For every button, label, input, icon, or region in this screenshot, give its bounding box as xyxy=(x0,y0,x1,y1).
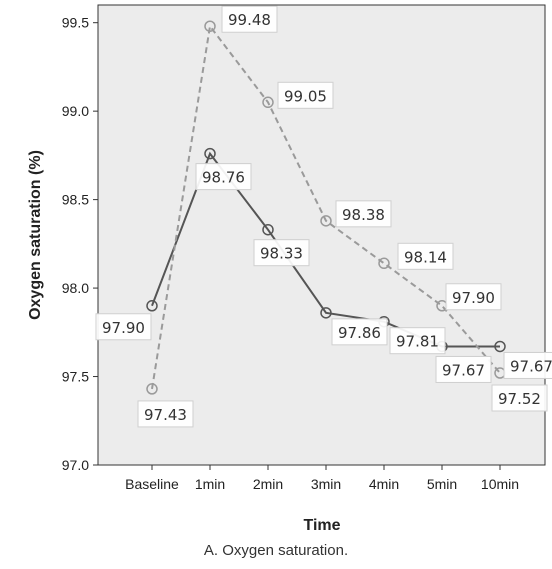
data-label-box xyxy=(195,163,252,191)
y-tick-label: 98.5 xyxy=(62,192,89,208)
data-label-box xyxy=(253,239,310,267)
x-tick-label: 1min xyxy=(195,476,225,492)
data-label: 98.33 xyxy=(260,245,303,263)
solid-series-point xyxy=(204,147,216,160)
data-label-box xyxy=(95,313,152,341)
data-label: 97.52 xyxy=(498,390,541,408)
x-tick-label: 5min xyxy=(427,476,457,492)
figure-caption: A. Oxygen saturation. xyxy=(203,542,349,559)
data-label-box xyxy=(389,327,446,355)
x-axis-title: Time xyxy=(303,517,340,534)
dashed-series-line xyxy=(151,23,501,390)
x-tick-label: 10min xyxy=(481,476,519,492)
data-label: 97.43 xyxy=(144,406,187,424)
x-tick-label: Baseline xyxy=(125,476,179,492)
data-label: 98.38 xyxy=(342,206,385,224)
data-label: 97.90 xyxy=(452,289,495,307)
data-label-box xyxy=(503,351,552,379)
y-tick-label: 98.0 xyxy=(62,280,89,296)
data-label: 99.05 xyxy=(284,87,327,105)
data-label-box xyxy=(491,384,548,412)
solid-series-point xyxy=(320,307,332,319)
data-label-box xyxy=(435,355,492,383)
solid-series-point xyxy=(262,223,274,236)
data-label: 98.76 xyxy=(202,169,245,187)
data-label-box xyxy=(335,200,392,228)
data-label-box xyxy=(137,400,194,428)
data-label: 97.81 xyxy=(396,333,439,351)
data-label: 98.14 xyxy=(404,248,447,266)
dashed-series-point xyxy=(146,383,158,395)
x-tick-label: 4min xyxy=(369,476,399,492)
data-label-box xyxy=(277,81,334,109)
y-tick-label: 99.0 xyxy=(62,103,89,119)
solid-series-point xyxy=(494,340,506,353)
y-tick-label: 97.5 xyxy=(62,369,89,385)
data-label-box xyxy=(397,242,454,270)
dashed-series-point xyxy=(378,257,390,270)
x-tick-label: 3min xyxy=(311,476,341,492)
data-label: 97.90 xyxy=(102,319,145,337)
dashed-series-point xyxy=(262,96,274,109)
data-label-box xyxy=(221,5,278,33)
solid-series-point xyxy=(146,300,158,312)
data-label: 97.86 xyxy=(338,324,381,342)
data-label: 97.67 xyxy=(510,357,552,375)
data-label: 97.67 xyxy=(442,361,485,379)
dashed-series-point xyxy=(204,20,216,32)
plot-area xyxy=(97,4,546,466)
data-label-box xyxy=(331,318,388,346)
y-tick-label: 97.0 xyxy=(62,457,89,473)
y-tick-label: 99.5 xyxy=(62,15,89,31)
data-label: 99.48 xyxy=(228,11,271,29)
y-axis-title: Oxygen saturation (%) xyxy=(27,150,44,320)
dashed-series-point xyxy=(320,215,332,227)
data-label-box xyxy=(445,283,502,311)
x-tick-label: 2min xyxy=(253,476,283,492)
